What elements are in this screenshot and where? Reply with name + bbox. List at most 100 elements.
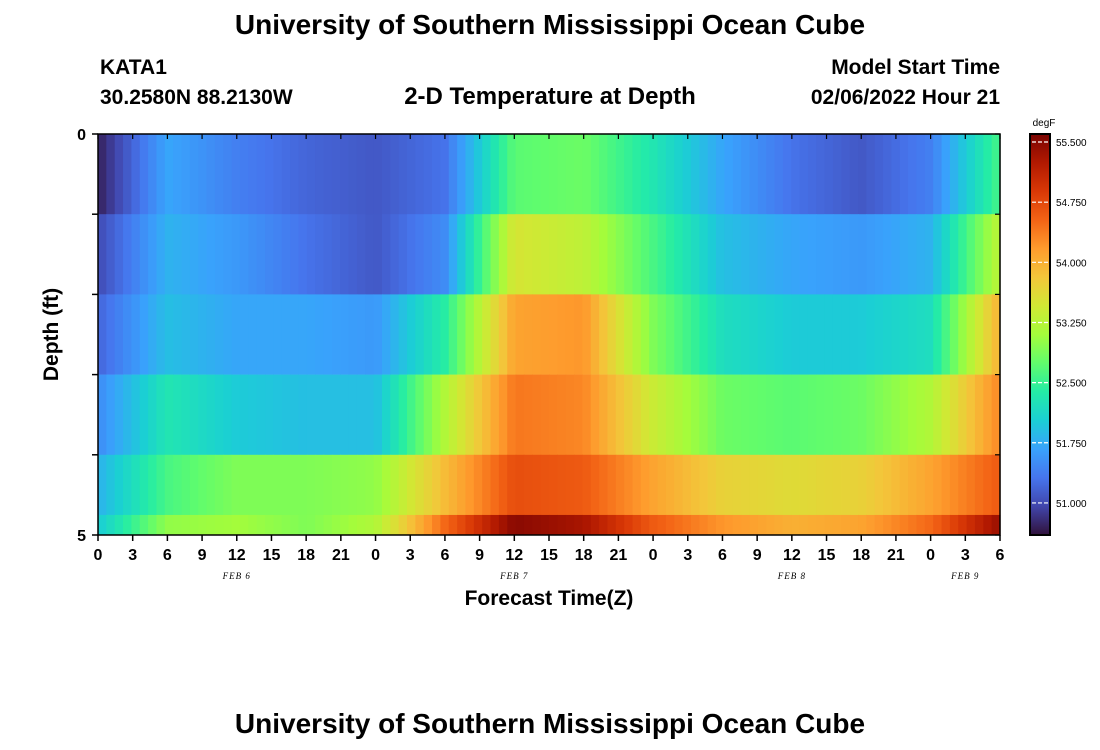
heatmap-cell bbox=[423, 374, 433, 456]
heatmap-cell bbox=[515, 134, 525, 215]
heatmap-cell bbox=[214, 454, 224, 516]
heatmap-cell bbox=[774, 294, 784, 375]
x-tick-label: 18 bbox=[575, 547, 593, 564]
station-coordinates: 30.2580N 88.2130W bbox=[100, 86, 293, 109]
heatmap-cell bbox=[791, 514, 801, 536]
heatmap-cell bbox=[273, 214, 283, 295]
heatmap-cell bbox=[540, 454, 550, 516]
heatmap-cell bbox=[991, 454, 1001, 516]
heatmap-cell bbox=[181, 514, 191, 536]
heatmap-cell bbox=[398, 294, 408, 375]
heatmap-cell bbox=[356, 134, 366, 215]
x-tick-label: 15 bbox=[540, 547, 558, 564]
heatmap-cell bbox=[582, 514, 592, 536]
heatmap-cell bbox=[841, 454, 851, 516]
heatmap-cell bbox=[248, 214, 258, 295]
heatmap-cell bbox=[214, 294, 224, 375]
heatmap-cell bbox=[323, 294, 333, 375]
heatmap-cell bbox=[398, 454, 408, 516]
heatmap-cell bbox=[507, 214, 517, 295]
heatmap-cell bbox=[381, 514, 391, 536]
heatmap-cell bbox=[189, 374, 199, 456]
heatmap-cell bbox=[824, 214, 834, 295]
heatmap-cell bbox=[223, 374, 233, 456]
heatmap-cell bbox=[966, 294, 976, 375]
heatmap-cell bbox=[699, 454, 709, 516]
heatmap-cell bbox=[799, 294, 809, 375]
heatmap-cell bbox=[674, 134, 684, 215]
heatmap-cell bbox=[624, 134, 634, 215]
heatmap-cell bbox=[239, 514, 249, 536]
heatmap-cell bbox=[841, 294, 851, 375]
heatmap-cell bbox=[707, 454, 717, 516]
heatmap-cell bbox=[841, 214, 851, 295]
heatmap-cell bbox=[640, 374, 650, 456]
heatmap-cell bbox=[807, 374, 817, 456]
heatmap-cell bbox=[173, 134, 183, 215]
heatmap-cell bbox=[256, 374, 266, 456]
heatmap-cell bbox=[916, 374, 926, 456]
heatmap-cell bbox=[181, 454, 191, 516]
heatmap-cell bbox=[958, 514, 968, 536]
heatmap-cell bbox=[515, 374, 525, 456]
heatmap-cell bbox=[966, 454, 976, 516]
heatmap-cell bbox=[832, 214, 842, 295]
heatmap-cell bbox=[707, 374, 717, 456]
heatmap-cell bbox=[849, 454, 859, 516]
heatmap-cell bbox=[540, 134, 550, 215]
heatmap-cell bbox=[958, 374, 968, 456]
heatmap-cell bbox=[974, 214, 984, 295]
heatmap-cell bbox=[974, 294, 984, 375]
heatmap-cell bbox=[465, 514, 475, 536]
heatmap-cell bbox=[473, 134, 483, 215]
heatmap-cell bbox=[465, 294, 475, 375]
heatmap-cell bbox=[832, 374, 842, 456]
heatmap-cell bbox=[883, 214, 893, 295]
heatmap-cell bbox=[799, 134, 809, 215]
heatmap-cell bbox=[615, 514, 625, 536]
heatmap-cell bbox=[131, 294, 141, 375]
heatmap-cell bbox=[298, 514, 308, 536]
heatmap-cell bbox=[248, 514, 258, 536]
heatmap-cell bbox=[665, 214, 675, 295]
heatmap-cell bbox=[858, 454, 867, 516]
heatmap-cell bbox=[290, 374, 300, 456]
heatmap-cell bbox=[732, 134, 742, 215]
heatmap-cell bbox=[139, 514, 149, 536]
heatmap-cell bbox=[732, 514, 742, 536]
heatmap-cell bbox=[782, 294, 792, 375]
x-tick-label: 0 bbox=[926, 547, 935, 564]
heatmap-cell bbox=[632, 134, 642, 215]
heatmap-cell bbox=[256, 514, 266, 536]
x-tick-label: 6 bbox=[996, 547, 1005, 564]
heatmap-cell bbox=[599, 454, 609, 516]
heatmap-cell bbox=[699, 294, 709, 375]
station-id: KATA1 bbox=[100, 56, 167, 79]
heatmap-cell bbox=[958, 134, 968, 215]
heatmap-cell bbox=[265, 374, 274, 456]
heatmap-cell bbox=[231, 294, 241, 375]
heatmap-cell bbox=[298, 454, 308, 516]
heatmap-cell bbox=[649, 374, 659, 456]
y-axis: 05 bbox=[77, 127, 1000, 545]
heatmap-cell bbox=[432, 374, 442, 456]
colorbar-scale bbox=[1029, 133, 1051, 536]
heatmap-cell bbox=[599, 214, 609, 295]
heatmap-cell bbox=[782, 454, 792, 516]
heatmap-cell bbox=[974, 514, 984, 536]
heatmap-cell bbox=[807, 454, 817, 516]
heatmap-cell bbox=[782, 134, 792, 215]
heatmap-cell bbox=[206, 454, 216, 516]
x-date-label: FEB 8 bbox=[777, 571, 806, 581]
heatmap-cell bbox=[741, 134, 751, 215]
heatmap-cell bbox=[131, 134, 141, 215]
heatmap-cell bbox=[507, 454, 517, 516]
heatmap-cell bbox=[98, 134, 107, 215]
heatmap-cell bbox=[123, 374, 133, 456]
heatmap-cell bbox=[699, 374, 709, 456]
heatmap-cell bbox=[148, 374, 158, 456]
heatmap-cell bbox=[306, 294, 316, 375]
heatmap-cell bbox=[173, 214, 183, 295]
heatmap-cell bbox=[290, 514, 300, 536]
heatmap-cell bbox=[632, 374, 642, 456]
